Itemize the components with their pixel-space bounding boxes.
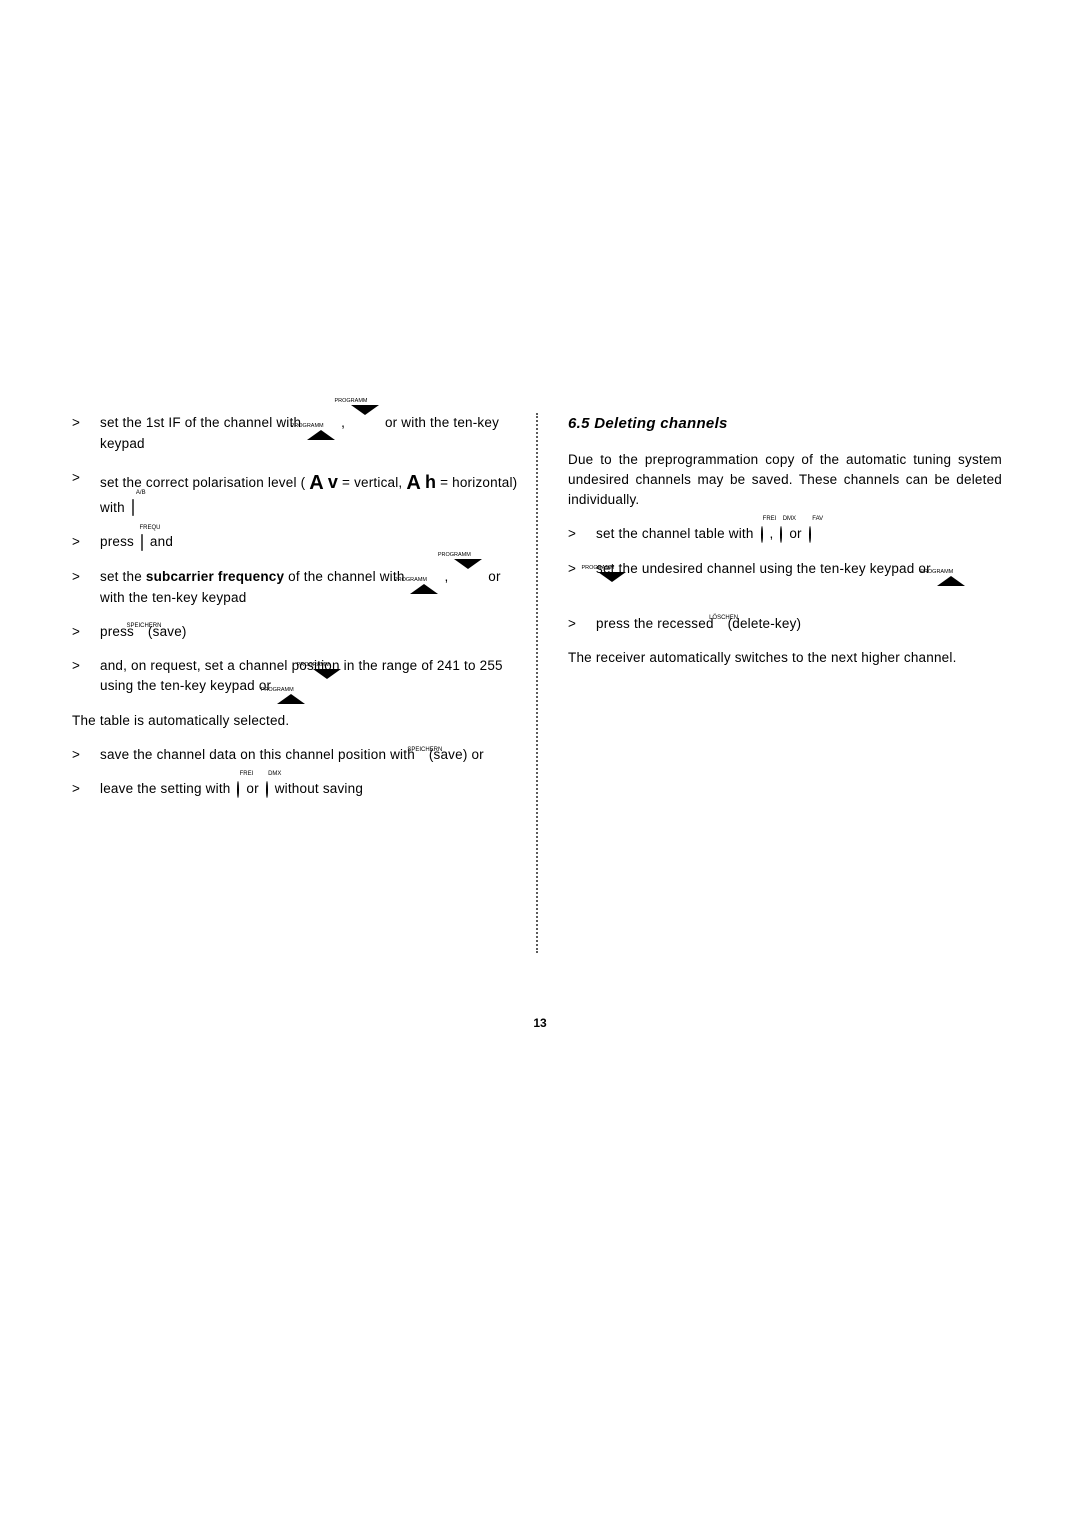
program-up-icon: +PROGRAMM xyxy=(277,677,305,697)
frei-button-icon: FREI xyxy=(761,525,763,545)
item-text: set the undesired channel using the ten-… xyxy=(596,559,1002,600)
bullet: > xyxy=(72,468,100,488)
bullet: > xyxy=(72,622,100,642)
list-item: > set the 1st IF of the channel with +PR… xyxy=(72,413,518,454)
bullet: > xyxy=(72,567,100,587)
comma: , xyxy=(769,526,773,541)
icon-label: PROGRAMM xyxy=(295,661,331,669)
icon-label: PROGRAMM xyxy=(289,422,325,430)
icon-label: PROGRAMM xyxy=(919,568,955,576)
letter-v: v xyxy=(328,472,338,492)
icon-label: PROGRAMM xyxy=(580,564,616,572)
bullet: > xyxy=(72,532,100,552)
item-text: leave the setting with FREI or DMX witho… xyxy=(100,779,518,800)
item-text: save the channel data on this channel po… xyxy=(100,745,518,765)
icon-label: FREQU xyxy=(135,524,165,533)
icon-label: SPEICHERN xyxy=(404,746,446,755)
frequ-key-icon: FREQU xyxy=(141,533,143,553)
bullet: > xyxy=(72,413,100,433)
text: set the channel table with xyxy=(596,526,758,541)
letter-h: h xyxy=(425,472,436,492)
list-item: > set the correct polarisation level ( A… xyxy=(72,468,518,519)
icon-label: FAV xyxy=(801,515,835,524)
text: save the channel data on this channel po… xyxy=(100,747,419,762)
page-number: 13 xyxy=(0,1016,1080,1030)
bold-text: subcarrier frequency xyxy=(146,569,284,584)
program-down-icon: −PROGRAMM xyxy=(313,677,341,697)
text: of the channel with xyxy=(288,569,408,584)
text: set the undesired channel using the ten-… xyxy=(596,561,935,576)
bullet: > xyxy=(72,656,100,676)
text: = vertical, xyxy=(342,475,406,490)
letter-a: A xyxy=(406,472,421,494)
text: or xyxy=(246,781,262,796)
program-down-icon: −PROGRAMM xyxy=(454,567,482,587)
item-text: press FREQU and xyxy=(100,532,518,553)
list-item: > press the recessed LÖSCHEN (delete-key… xyxy=(568,614,1002,634)
letter-a: A xyxy=(309,472,324,494)
text: press xyxy=(100,534,138,549)
text: set the correct polarisation level ( xyxy=(100,475,309,490)
bullet: > xyxy=(568,614,596,634)
fav-button-icon: FAV xyxy=(809,525,811,545)
icon-label: SPEICHERN xyxy=(123,622,165,631)
item-text: press the recessed LÖSCHEN (delete-key) xyxy=(596,614,1002,634)
right-column: 6.5 Deleting channels Due to the preprog… xyxy=(544,413,1002,953)
program-up-icon: +PROGRAMM xyxy=(410,567,438,587)
item-text: set the correct polarisation level ( A v… xyxy=(100,468,518,519)
text: set the xyxy=(100,569,146,584)
text: or xyxy=(789,526,805,541)
list-item: > leave the setting with FREI or DMX wit… xyxy=(72,779,518,800)
intro-text: Due to the preprogrammation copy of the … xyxy=(568,450,1002,511)
list-item: > set the channel table with FREI , DMX … xyxy=(568,524,1002,545)
item-text: and, on request, set a channel position … xyxy=(100,656,518,697)
text: and xyxy=(150,534,173,549)
dmx-button-icon: DMX xyxy=(780,525,782,545)
bullet: > xyxy=(72,745,100,765)
item-text: set the channel table with FREI , DMX or… xyxy=(596,524,1002,545)
comma: , xyxy=(444,569,448,584)
list-item: > set the undesired channel using the te… xyxy=(568,559,1002,600)
list-item: > set the subcarrier frequency of the ch… xyxy=(72,567,518,608)
text: press the recessed xyxy=(596,616,718,631)
bullet: > xyxy=(72,779,100,799)
program-down-icon: −PROGRAMM xyxy=(351,413,379,433)
icon-label: PROGRAMM xyxy=(392,576,428,584)
text: leave the setting with xyxy=(100,781,234,796)
bullet: > xyxy=(568,524,596,544)
icon-label: PROGRAMM xyxy=(333,397,369,405)
item-text: press SPEICHERN (save) xyxy=(100,622,518,642)
program-up-icon: +PROGRAMM xyxy=(937,559,965,579)
text: without saving xyxy=(275,781,363,796)
list-item: > press SPEICHERN (save) xyxy=(72,622,518,642)
column-divider xyxy=(536,413,538,953)
text: set the 1st IF of the channel with xyxy=(100,415,305,430)
icon-label: A/B xyxy=(126,489,156,498)
dmx-button-icon: DMX xyxy=(266,780,268,800)
ab-key-icon: A/B xyxy=(132,498,134,518)
manual-page: > set the 1st IF of the channel with +PR… xyxy=(72,413,1008,953)
outro-text: The receiver automatically switches to t… xyxy=(568,648,1002,668)
list-item: > save the channel data on this channel … xyxy=(72,745,518,765)
comma: , xyxy=(341,415,345,430)
left-column: > set the 1st IF of the channel with +PR… xyxy=(72,413,530,953)
program-up-icon: +PROGRAMM xyxy=(307,413,335,433)
section-heading: 6.5 Deleting channels xyxy=(568,413,1002,436)
list-item: > and, on request, set a channel positio… xyxy=(72,656,518,697)
program-down-icon: −PROGRAMM xyxy=(598,580,626,600)
frei-button-icon: FREI xyxy=(237,780,239,800)
list-item: > press FREQU and xyxy=(72,532,518,553)
icon-label: LÖSCHEN xyxy=(703,614,745,623)
item-text: set the subcarrier frequency of the chan… xyxy=(100,567,518,608)
icon-label: PROGRAMM xyxy=(436,551,472,559)
plain-text: The table is automatically selected. xyxy=(72,711,518,731)
icon-label: PROGRAMM xyxy=(259,686,295,694)
item-text: set the 1st IF of the channel with +PROG… xyxy=(100,413,518,454)
icon-label: DMX xyxy=(258,770,292,779)
